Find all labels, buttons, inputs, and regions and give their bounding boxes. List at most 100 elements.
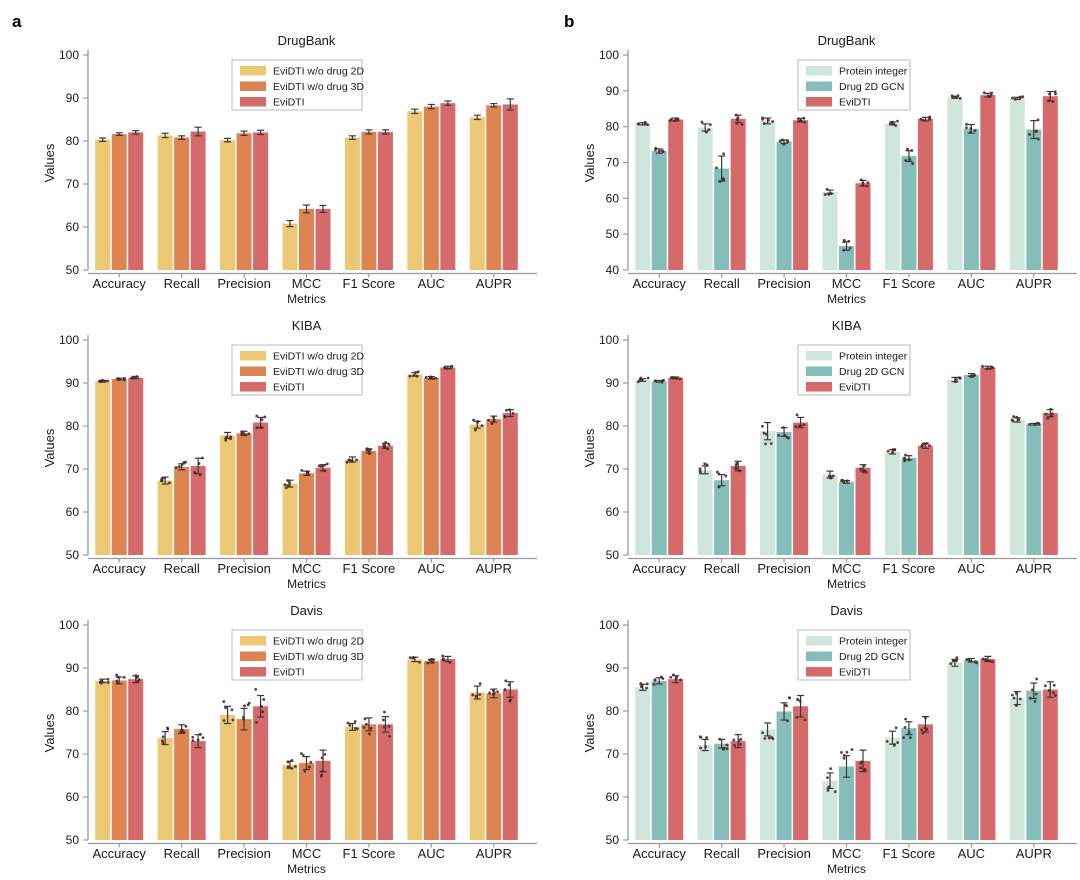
bar	[299, 763, 314, 840]
data-point	[416, 370, 420, 374]
data-point	[903, 456, 906, 460]
data-point	[98, 680, 102, 684]
data-point	[675, 377, 678, 380]
data-point	[408, 656, 412, 660]
bar	[730, 741, 746, 840]
y-tick-label: 100	[599, 618, 619, 632]
data-point	[988, 659, 992, 663]
bar	[502, 413, 518, 555]
y-tick-label: 90	[606, 661, 620, 675]
bar	[502, 689, 518, 840]
data-point	[740, 123, 744, 126]
data-point	[224, 438, 228, 442]
bar	[760, 431, 776, 555]
data-point	[798, 699, 802, 703]
data-point	[1046, 417, 1050, 420]
x-tick-label: Recall	[704, 276, 740, 291]
bar	[407, 374, 423, 555]
chart-title: KIBA	[291, 318, 322, 333]
data-point	[889, 122, 892, 126]
bar	[315, 208, 331, 270]
data-point	[921, 731, 925, 735]
legend-swatch	[806, 351, 832, 361]
chart-a-kiba: KIBA Values Metrics 50 60 70 80 90 100 Accurac…	[0, 305, 540, 595]
y-tick-label: 70	[606, 747, 620, 761]
data-point	[679, 678, 682, 682]
data-point	[247, 432, 251, 436]
data-point	[386, 447, 390, 451]
data-point	[891, 450, 894, 454]
data-point	[778, 139, 782, 143]
data-point	[861, 183, 865, 187]
data-point	[735, 118, 739, 121]
chart-b-davis: Davis Values Metrics 50 60 70 80 90 100 Accura…	[540, 590, 1080, 880]
data-point	[654, 146, 658, 150]
data-point	[449, 366, 453, 370]
data-point	[1049, 407, 1053, 411]
data-point	[255, 426, 259, 430]
y-tick-label: 60	[66, 790, 80, 804]
bar	[901, 728, 917, 840]
bar	[190, 741, 206, 840]
x-tick-label: AUPR	[476, 276, 512, 291]
data-point	[982, 91, 986, 95]
data-point	[1010, 693, 1014, 697]
data-point	[735, 461, 739, 465]
bar	[917, 445, 933, 555]
data-point	[1047, 689, 1051, 692]
data-point	[255, 721, 258, 724]
data-point	[230, 708, 234, 712]
data-point	[354, 726, 357, 730]
data-point	[826, 788, 830, 792]
bar	[839, 481, 854, 555]
data-point	[827, 474, 831, 478]
chart-title: KIBA	[831, 318, 862, 333]
data-point	[886, 449, 890, 453]
data-point	[722, 746, 726, 750]
data-point	[201, 736, 205, 740]
data-point	[182, 730, 186, 734]
data-point	[432, 658, 435, 662]
chart-b-drugbank: DrugBank Values Metrics 40 50 60 70 80 90 100 A…	[540, 20, 1080, 310]
x-tick-label: Recall	[164, 846, 200, 861]
legend-label: EviDTI w/o drug 3D	[273, 366, 364, 378]
data-point	[196, 738, 200, 742]
y-tick-label: 40	[606, 263, 620, 277]
data-point	[833, 790, 837, 794]
panel-label-b: b	[564, 12, 575, 31]
data-point	[661, 379, 665, 383]
legend-label: EviDTI w/o drug 3D	[273, 81, 364, 93]
y-tick-label: 90	[66, 661, 80, 675]
data-point	[161, 735, 165, 739]
data-point	[672, 376, 676, 380]
y-tick-label: 90	[66, 91, 80, 105]
data-point	[368, 448, 372, 452]
x-tick-label: F1 Score	[343, 846, 396, 861]
data-point	[734, 113, 738, 117]
data-point	[965, 122, 968, 126]
data-point	[842, 248, 846, 252]
legend-swatch	[240, 667, 266, 677]
bar	[776, 141, 792, 270]
data-point	[1033, 422, 1037, 426]
y-tick-label: 50	[66, 263, 80, 277]
y-tick-label: 60	[606, 790, 620, 804]
data-point	[928, 117, 932, 121]
chart-b-kiba: KIBA Values Metrics 50 60 70 80 90 100 Accurac…	[540, 305, 1080, 595]
data-point	[777, 434, 781, 437]
data-point	[675, 117, 678, 121]
bar	[760, 120, 776, 270]
bar	[793, 706, 809, 840]
y-tick-label: 80	[66, 134, 80, 148]
data-point	[733, 743, 736, 747]
bar	[884, 451, 900, 555]
data-point	[362, 726, 366, 729]
y-tick-label: 70	[66, 177, 80, 191]
data-point	[764, 432, 768, 436]
data-point	[831, 474, 835, 478]
data-point	[1021, 95, 1025, 99]
y-tick-label: 70	[606, 462, 620, 476]
data-point	[242, 715, 245, 719]
legend-label: EviDTI	[273, 97, 305, 109]
bar	[651, 151, 667, 270]
